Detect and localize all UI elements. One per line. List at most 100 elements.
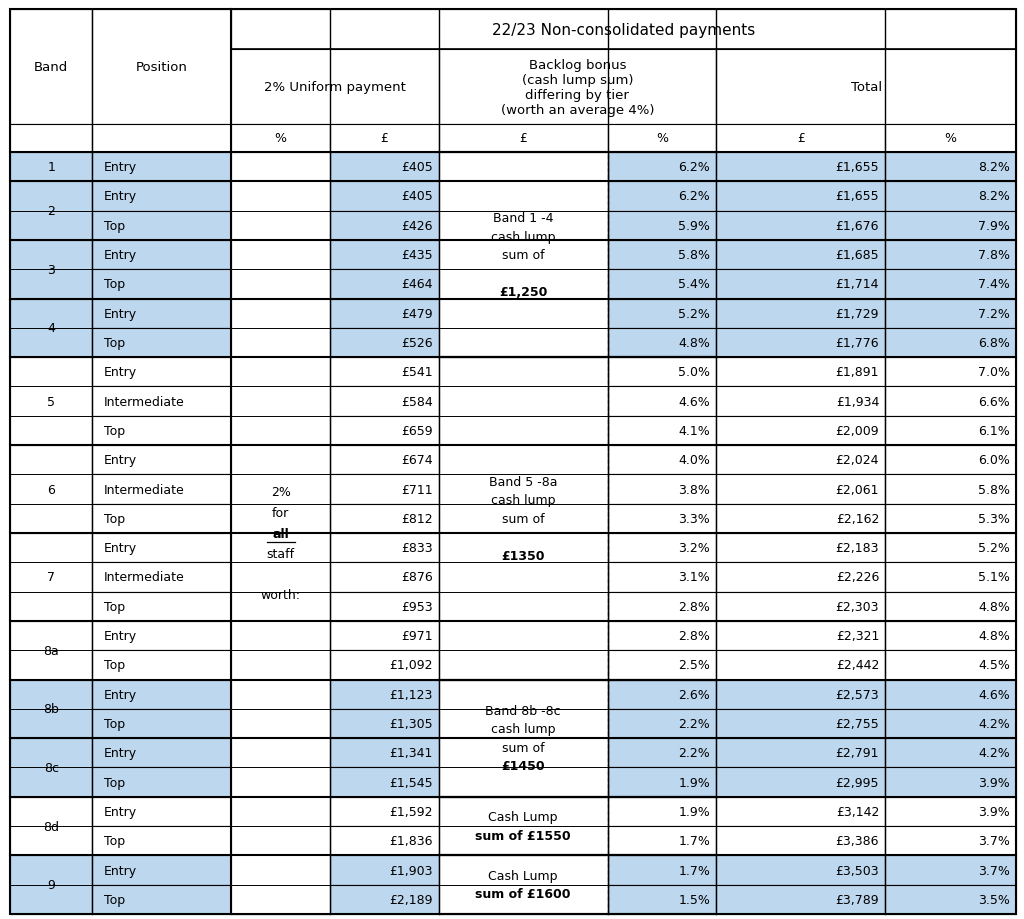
Bar [438,50,716,125]
Bar [607,767,716,797]
Text: 5.8%: 5.8% [978,483,1010,496]
Bar [330,387,438,416]
Text: £3,386: £3,386 [836,834,880,847]
Bar [231,651,330,680]
Bar [330,125,438,153]
Bar [716,446,885,475]
Bar [716,357,885,387]
Text: staff: staff [266,548,295,561]
Text: 8.2%: 8.2% [978,161,1010,174]
Text: £2,226: £2,226 [836,571,880,584]
Bar [10,241,92,300]
Bar [607,885,716,914]
Text: 2.2%: 2.2% [679,717,711,731]
Text: 6: 6 [47,483,55,496]
Text: £1,250: £1,250 [499,286,547,299]
Text: Entry: Entry [103,864,137,877]
Text: 1.9%: 1.9% [679,776,711,789]
Bar [330,562,438,592]
Text: £526: £526 [401,336,432,349]
Text: 5.9%: 5.9% [678,220,711,233]
Text: £: £ [519,132,527,145]
Text: for: for [272,506,289,519]
Bar [231,300,330,328]
Text: Top: Top [103,220,125,233]
Text: £464: £464 [401,278,432,291]
Text: £1450: £1450 [501,760,545,773]
Bar [607,211,716,241]
Text: Intermediate: Intermediate [103,571,184,584]
Bar [330,826,438,856]
Text: Top: Top [103,336,125,349]
Text: Intermediate: Intermediate [103,483,184,496]
Text: 6.1%: 6.1% [978,425,1010,437]
Text: Top: Top [103,600,125,613]
Bar [231,241,330,270]
Bar [92,709,231,738]
Bar [716,562,885,592]
Text: 6.8%: 6.8% [978,336,1010,349]
Text: Entry: Entry [103,630,137,642]
Bar [885,826,1016,856]
Bar [885,562,1016,592]
Bar [231,592,330,621]
Text: £: £ [380,132,388,145]
Text: £479: £479 [401,307,432,321]
Bar [885,182,1016,211]
Text: £953: £953 [401,600,432,613]
Bar [607,797,716,826]
Bar [92,562,231,592]
Bar [92,125,231,153]
Bar [92,680,231,709]
Text: 1.9%: 1.9% [679,805,711,818]
Bar [438,680,607,797]
Bar [231,357,330,387]
Bar [10,300,92,357]
Bar [885,357,1016,387]
Text: £1,655: £1,655 [836,190,880,203]
Text: £1,341: £1,341 [389,746,432,759]
Bar [330,505,438,533]
Bar [716,270,885,300]
Bar [231,621,330,651]
Bar [330,153,438,182]
Bar [885,797,1016,826]
Bar [231,211,330,241]
Text: £1,305: £1,305 [389,717,432,731]
Bar [885,475,1016,505]
Text: £1,685: £1,685 [836,249,880,262]
Text: 3.9%: 3.9% [978,776,1010,789]
Text: 7.8%: 7.8% [978,249,1010,262]
Bar [10,533,92,621]
Text: 3.5%: 3.5% [978,893,1010,906]
Bar [607,153,716,182]
Text: £674: £674 [401,454,432,467]
Text: 5.1%: 5.1% [978,571,1010,584]
Text: 4.6%: 4.6% [679,395,711,408]
Bar [716,767,885,797]
Bar [330,300,438,328]
Bar [885,328,1016,357]
Text: 1.7%: 1.7% [678,834,711,847]
Bar [716,50,1016,125]
Text: £812: £812 [401,512,432,526]
Text: Entry: Entry [103,161,137,174]
Text: sum of: sum of [502,512,545,526]
Text: £2,009: £2,009 [836,425,880,437]
Bar [231,328,330,357]
Text: £541: £541 [401,366,432,379]
Text: cash lump: cash lump [490,231,555,244]
Bar [885,300,1016,328]
Text: 4.6%: 4.6% [978,688,1010,701]
Bar [716,241,885,270]
Text: £2,162: £2,162 [836,512,880,526]
Bar [92,856,231,885]
Bar [438,856,607,914]
Bar [231,125,330,153]
Bar [607,357,716,387]
Text: %: % [944,132,956,145]
Text: £2,183: £2,183 [836,541,880,554]
Text: 7.2%: 7.2% [978,307,1010,321]
Bar [330,621,438,651]
Text: 6.0%: 6.0% [978,454,1010,467]
